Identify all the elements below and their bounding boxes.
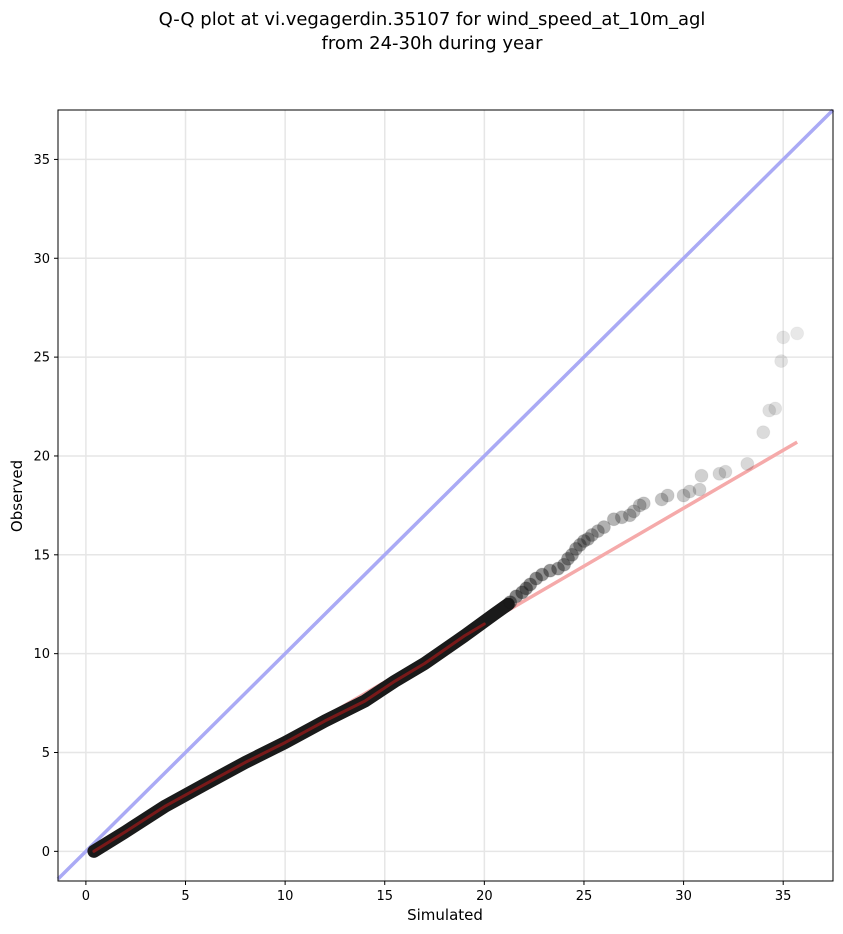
plot-frame [57,109,834,882]
y-axis-label: Observed [8,460,26,532]
qq-point [568,541,583,556]
qq-point [654,492,669,507]
qq-point [718,464,733,479]
qq-point [636,496,651,511]
qq-point [768,401,783,416]
y-tick-label: 35 [33,153,50,168]
qq-point [660,488,675,503]
grid [58,110,833,881]
qq-point [557,557,572,572]
qq-point [676,488,691,503]
qq-point [572,537,587,552]
qq-point [584,528,599,543]
qq-point [576,533,591,548]
qq-point [580,531,595,546]
x-axis-label: Simulated [407,906,483,924]
qq-point [762,403,777,418]
qq-point [535,567,550,582]
qq-point [776,330,790,344]
y-tick-label: 15 [33,548,50,563]
qq-point [632,498,647,513]
reference-lines [56,108,835,881]
qq-point [590,524,605,539]
qq-point [692,482,707,497]
x-tick-label: 15 [376,889,393,904]
dense-quantile-points [87,597,515,858]
qq-point [756,425,771,440]
y-tick-label: 5 [42,746,50,761]
qq-point [523,577,538,592]
y-tick-label: 10 [33,647,50,662]
x-tick-label: 10 [277,889,294,904]
qq-point [626,504,641,519]
x-tick-label: 5 [181,889,189,904]
qq-point [790,326,804,340]
x-axis-ticks: 0 5 10 15 20 25 30 35 [82,881,792,904]
y-tick-label: 20 [33,449,50,464]
qq-point [682,484,697,499]
data-points [87,326,804,858]
y-tick-label: 25 [33,351,50,366]
qq-point [561,551,576,566]
fit-overlay-line [92,622,486,853]
qq-point [529,571,544,586]
qq-point [614,510,629,525]
x-tick-label: 25 [576,889,593,904]
qq-point [774,354,788,368]
qq-point [551,561,566,576]
qq-point [543,563,558,578]
chart-title-line1: Q-Q plot at vi.vegagerdin.35107 for wind… [159,9,706,30]
qq-point [606,512,621,527]
one-to-one-line [56,108,835,881]
qq-point [712,466,727,481]
x-tick-label: 30 [675,889,692,904]
y-tick-label: 0 [42,845,50,860]
qq-point [622,508,637,523]
qq-point [694,468,709,483]
x-tick-label: 35 [775,889,792,904]
y-tick-label: 30 [33,252,50,267]
qq-point [565,547,580,562]
y-axis-ticks: 0 5 10 15 20 25 30 35 [33,153,58,860]
x-tick-label: 20 [476,889,493,904]
x-tick-label: 0 [82,889,90,904]
qq-point [596,520,611,535]
chart-title-line2: from 24-30h during year [322,33,544,54]
qq-point [740,456,755,471]
